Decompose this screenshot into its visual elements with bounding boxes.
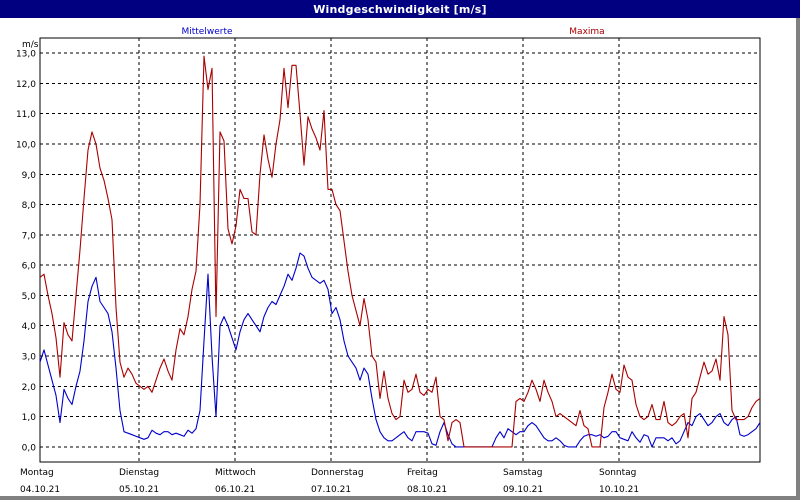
legend-mittelwerte: Mittelwerte xyxy=(181,27,232,37)
y-tick-label: 3,0 xyxy=(22,353,37,363)
window-frame-right xyxy=(796,18,800,500)
y-tick-label: 4,0 xyxy=(22,322,37,332)
y-axis-unit: m/s xyxy=(22,40,39,50)
x-tick-date: 10.10.21 xyxy=(599,485,639,495)
y-tick-label: 5,0 xyxy=(22,292,37,302)
y-tick-label: 9,0 xyxy=(22,171,37,181)
window-title-bar: Windgeschwindigkeit [m/s] xyxy=(0,0,800,18)
series-line-mittelwerte xyxy=(39,252,761,448)
y-tick-label: 8,0 xyxy=(22,201,37,211)
window-frame-bottom xyxy=(0,496,800,500)
y-tick-label: 11,0 xyxy=(16,110,36,120)
legend: Mittelwerte Maxima xyxy=(181,27,604,37)
series-lines xyxy=(39,55,761,448)
y-tick-label: 7,0 xyxy=(22,231,37,241)
x-tick-weekday: Dienstag xyxy=(119,468,159,478)
x-tick-date: 04.10.21 xyxy=(20,485,60,495)
x-tick-weekday: Montag xyxy=(20,468,54,478)
x-tick-weekday: Samstag xyxy=(503,468,542,478)
x-tick-weekday: Sonntag xyxy=(599,468,636,478)
y-tick-label: 6,0 xyxy=(22,262,37,272)
grid xyxy=(40,38,760,462)
y-tick-label: 0,0 xyxy=(22,443,37,453)
window-title: Windgeschwindigkeit [m/s] xyxy=(313,2,487,16)
y-tick-label: 12,0 xyxy=(16,80,36,90)
x-tick-weekday: Freitag xyxy=(407,468,438,478)
x-tick-weekday: Donnerstag xyxy=(311,468,364,478)
y-tick-label: 10,0 xyxy=(16,141,36,151)
legend-maxima: Maxima xyxy=(569,27,604,37)
y-tick-label: 1,0 xyxy=(22,413,37,423)
axes xyxy=(39,37,761,463)
x-tick-date: 07.10.21 xyxy=(311,485,351,495)
x-tick-date: 06.10.21 xyxy=(215,485,255,495)
y-tick-label: 2,0 xyxy=(22,383,37,393)
x-tick-weekday: Mittwoch xyxy=(215,468,256,478)
x-tick-date: 09.10.21 xyxy=(503,485,543,495)
plot-border xyxy=(39,37,761,463)
x-tick-date: 08.10.21 xyxy=(407,485,447,495)
x-tick-date: 05.10.21 xyxy=(119,485,159,495)
series-line-maxima xyxy=(39,55,761,448)
y-tick-label: 13,0 xyxy=(16,50,36,60)
axis-labels: 0,0 1,0 2,0 3,0 4,0 5,0 6,0 7,0 8,0 9,0 10,0 11,0 12… xyxy=(16,40,639,495)
